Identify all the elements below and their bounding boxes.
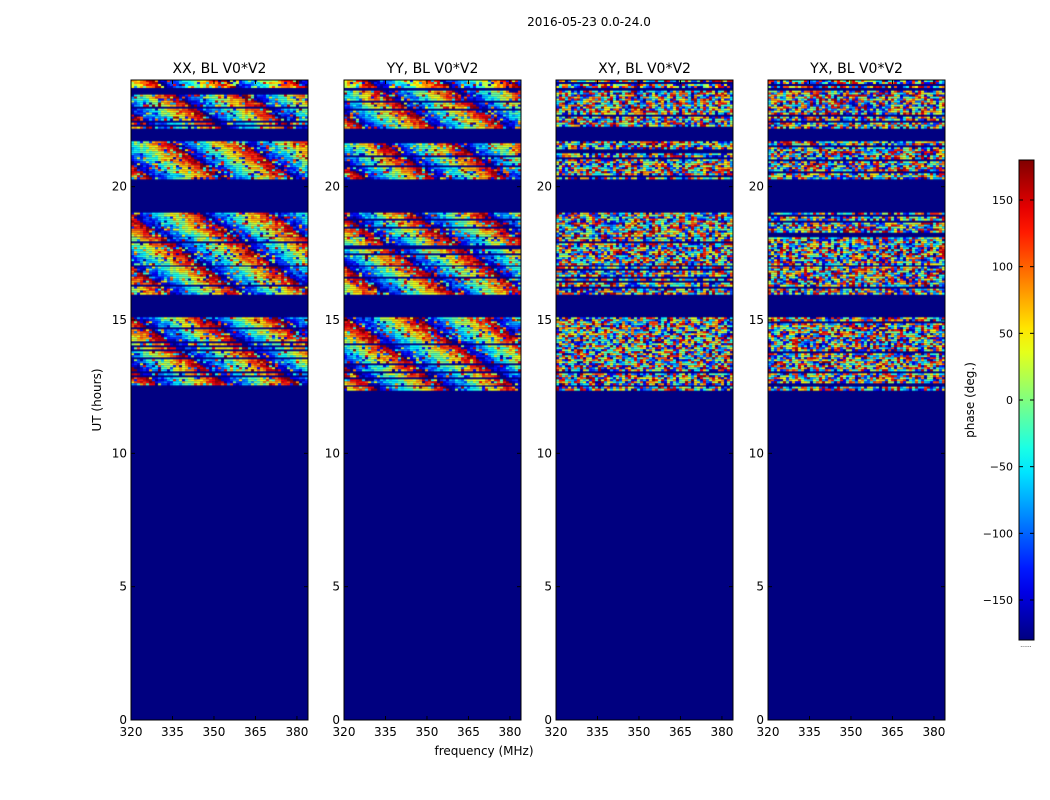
y-tick-label: 10	[112, 446, 127, 460]
y-tick-label: 15	[537, 313, 552, 327]
x-tick-label: 335	[586, 725, 609, 739]
panel-title: XX, BL V0*V2	[173, 61, 267, 77]
x-tick-label: 320	[333, 725, 356, 739]
panel-frame	[555, 79, 734, 721]
panel-frame	[130, 79, 309, 721]
y-tick-label: 15	[749, 313, 764, 327]
y-tick-label: 5	[544, 580, 552, 594]
y-tick-label: 20	[325, 180, 340, 194]
y-tick-label: 5	[332, 580, 340, 594]
x-tick-label: 335	[161, 725, 184, 739]
x-tick-label: 365	[669, 725, 692, 739]
x-tick-label: 320	[120, 725, 143, 739]
y-tick-label: 0	[756, 713, 764, 727]
x-tick-label: 380	[285, 725, 308, 739]
colorbar: 150 100 50 0 −50 −100 −150	[983, 159, 1035, 641]
panel: YY, BL V0*V2 320 335 350 365 380 0 5 10 15 20	[325, 61, 522, 739]
y-tick-label: 10	[325, 446, 340, 460]
y-tick-label: 5	[756, 580, 764, 594]
x-tick-label: 350	[628, 725, 651, 739]
panel-frame	[767, 79, 946, 721]
x-tick-label: 350	[840, 725, 863, 739]
y-tick-label: 20	[749, 180, 764, 194]
panel: XX, BL V0*V2 320 335 350 365 380 0 5 10 15 20	[112, 61, 309, 739]
colorbar-extend-label: ......	[1020, 642, 1032, 649]
y-tick-label: 0	[332, 713, 340, 727]
panel-heatmap-image	[131, 80, 308, 720]
x-tick-label: 335	[374, 725, 397, 739]
y-tick-label: 10	[537, 446, 552, 460]
colorbar-tick-label: 100	[992, 261, 1013, 274]
colorbar-tick-label: −50	[990, 461, 1013, 474]
x-tick-label: 365	[881, 725, 904, 739]
x-tick-label: 365	[244, 725, 267, 739]
colorbar-tick-label: 50	[999, 327, 1013, 340]
colorbar-tick-label: −150	[983, 594, 1013, 607]
panel-title: YY, BL V0*V2	[386, 61, 479, 77]
x-axis-label: frequency (MHz)	[434, 744, 533, 758]
panel-title: XY, BL V0*V2	[598, 61, 691, 77]
y-tick-label: 20	[537, 180, 552, 194]
y-tick-label: 15	[112, 313, 127, 327]
y-tick-label: 0	[544, 713, 552, 727]
x-tick-label: 320	[757, 725, 780, 739]
colorbar-tick-label: −100	[983, 527, 1013, 540]
x-tick-label: 320	[545, 725, 568, 739]
figure-suptitle: 2016-05-23 0.0-24.0	[527, 15, 651, 29]
panel: YX, BL V0*V2 320 335 350 365 380 0 5 10 15 20	[749, 61, 946, 739]
panel-heatmap-image	[344, 80, 521, 720]
y-tick-label: 15	[325, 313, 340, 327]
colorbar-label: phase (deg.)	[963, 362, 977, 438]
panel-heatmap-image	[768, 80, 945, 720]
y-tick-label: 20	[112, 180, 127, 194]
colorbar-tick-label: 0	[1006, 394, 1013, 407]
panel: XY, BL V0*V2 320 335 350 365 380 0 5 10 15 20	[537, 61, 734, 739]
panel-title: YX, BL V0*V2	[809, 61, 903, 77]
x-tick-label: 350	[203, 725, 226, 739]
y-axis-label: UT (hours)	[90, 368, 104, 431]
x-tick-label: 365	[457, 725, 480, 739]
panel-heatmap-image	[556, 80, 733, 720]
y-tick-label: 5	[119, 580, 127, 594]
x-tick-label: 380	[710, 725, 733, 739]
x-tick-label: 335	[798, 725, 821, 739]
y-tick-label: 0	[119, 713, 127, 727]
x-tick-label: 380	[498, 725, 521, 739]
y-tick-label: 10	[749, 446, 764, 460]
x-tick-label: 350	[416, 725, 439, 739]
x-tick-label: 380	[922, 725, 945, 739]
panel-frame	[343, 79, 522, 721]
colorbar-tick-label: 150	[992, 194, 1013, 207]
